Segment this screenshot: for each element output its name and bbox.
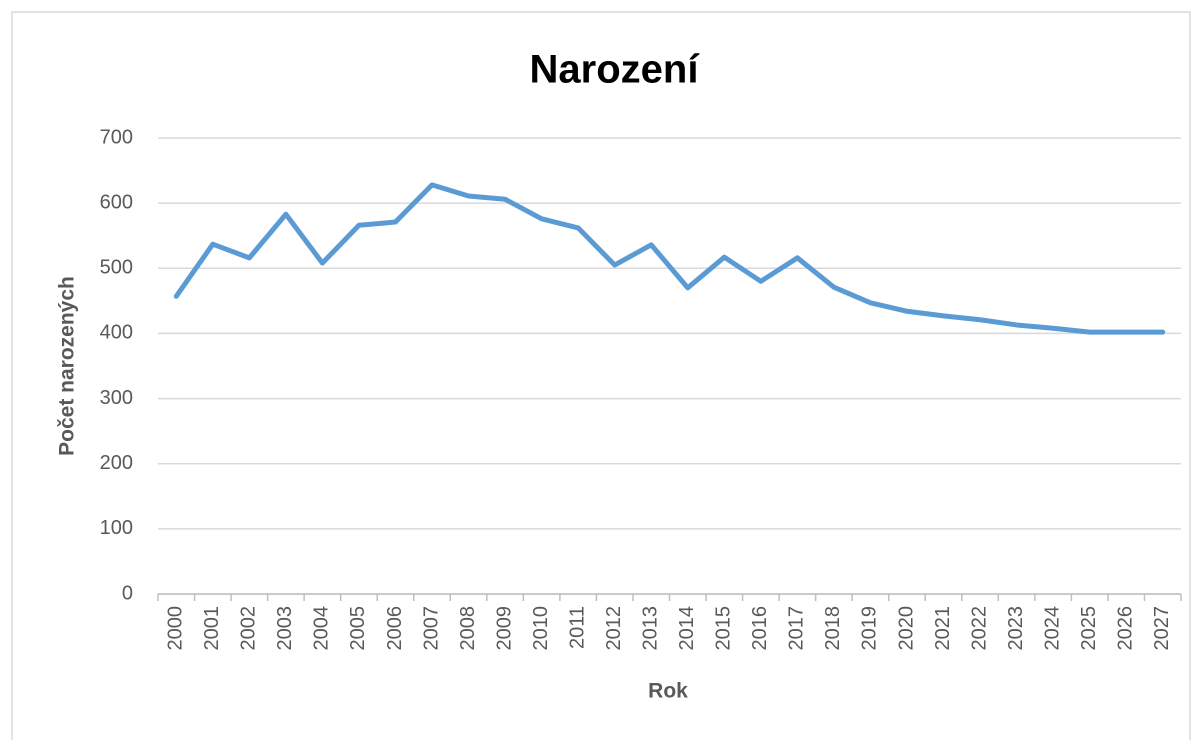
x-tick-label: 2004 bbox=[311, 606, 333, 651]
y-tick-label: 300 bbox=[100, 387, 133, 409]
x-tick-label: 2015 bbox=[713, 606, 735, 651]
x-tick-label: 2011 bbox=[566, 606, 588, 649]
x-tick-label: 2007 bbox=[420, 606, 442, 651]
y-tick-label: 0 bbox=[122, 582, 133, 604]
x-tick-label: 2022 bbox=[968, 606, 990, 651]
x-tick-label: 2014 bbox=[676, 606, 698, 651]
x-tick-label: 2013 bbox=[640, 606, 662, 651]
x-tick-label: 2012 bbox=[603, 606, 625, 651]
x-tick-label: 2020 bbox=[895, 606, 917, 651]
x-tick-label: 2019 bbox=[859, 606, 881, 651]
x-tick-label: 2005 bbox=[347, 606, 369, 651]
y-axis-label: Počet narozených bbox=[56, 276, 79, 456]
x-axis-label: Rok bbox=[648, 680, 688, 703]
y-tick-label: 200 bbox=[100, 452, 133, 474]
x-tick-label: 2006 bbox=[384, 606, 406, 651]
chart-frame bbox=[11, 11, 1191, 745]
x-tick-label: 2003 bbox=[274, 606, 296, 651]
y-tick-label: 400 bbox=[100, 322, 133, 344]
x-tick-label: 2024 bbox=[1041, 606, 1063, 651]
x-tick-label: 2026 bbox=[1114, 606, 1136, 651]
chart-title: Narození bbox=[530, 48, 701, 92]
x-tick-label: 2025 bbox=[1078, 606, 1100, 651]
line-series bbox=[173, 182, 1166, 335]
x-tick-label: 2023 bbox=[1005, 606, 1027, 651]
x-tick-label: 2016 bbox=[749, 606, 771, 651]
x-tick-label: 2017 bbox=[786, 606, 808, 651]
x-tick-label: 2002 bbox=[238, 606, 260, 651]
x-tick-label: 2010 bbox=[530, 606, 552, 651]
y-tick-label: 700 bbox=[100, 126, 133, 148]
x-tick-label: 2027 bbox=[1151, 606, 1173, 651]
y-tick-label: 600 bbox=[100, 191, 133, 213]
x-tick-label: 2001 bbox=[201, 606, 223, 651]
x-tick-label: 2009 bbox=[493, 606, 515, 651]
y-tick-label: 100 bbox=[100, 517, 133, 539]
y-tick-label: 500 bbox=[100, 257, 133, 279]
x-tick-label: 2000 bbox=[165, 606, 187, 651]
x-tick-label: 2018 bbox=[822, 606, 844, 651]
x-tick-label: 2008 bbox=[457, 606, 479, 651]
x-tick-label: 2021 bbox=[932, 606, 954, 651]
